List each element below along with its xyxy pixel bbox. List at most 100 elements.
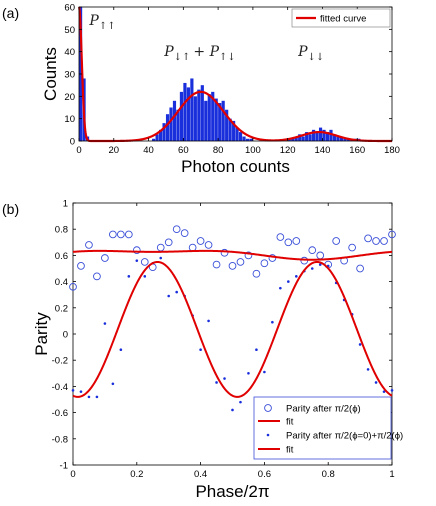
histogram-bar xyxy=(291,138,295,141)
parity-plot: 0 0.2 0.4 0.6 0.8 1 -1 -0.8 -0.6 -0.4 -0.2 0 0.2 0.4 0… xyxy=(32,199,403,502)
histogram-bar xyxy=(315,132,319,141)
circle-point xyxy=(308,246,317,255)
circle-point xyxy=(101,254,109,262)
histogram-bar xyxy=(308,134,312,141)
dot-point xyxy=(279,286,282,290)
circle-point xyxy=(132,246,141,255)
y-tick-label: 0 xyxy=(70,137,75,148)
annotation-subscript-extra: ↑↓ xyxy=(219,52,236,63)
x-tick-label: 0.2 xyxy=(130,469,143,480)
fit-line-single xyxy=(72,249,393,261)
y-tick-label: 50 xyxy=(64,25,75,36)
dot-point xyxy=(287,280,290,283)
dot-point xyxy=(175,290,178,294)
legend-label: Parity after π/2(ϕ) xyxy=(286,404,361,415)
circle-point xyxy=(93,272,101,281)
y-tick-label: -0.2 xyxy=(52,356,68,367)
histogram-bar xyxy=(336,136,340,141)
histogram-bar xyxy=(204,100,208,141)
circle-point xyxy=(228,262,237,270)
circle-point xyxy=(124,230,133,239)
x-tick-label: 40 xyxy=(143,145,154,156)
legend: fitted curve xyxy=(291,8,391,28)
x-tick-label: 20 xyxy=(108,145,119,156)
dot-point xyxy=(143,275,147,278)
annotation-symbol: P xyxy=(88,13,99,29)
peak-annotation: P↓↑ + P↑↓ xyxy=(163,44,236,63)
histogram-bar xyxy=(228,118,232,141)
dot-point xyxy=(199,348,202,352)
circle-point xyxy=(236,258,245,266)
legend-box xyxy=(291,8,391,28)
dot-point xyxy=(374,381,378,384)
x-axis-label: Phase/2π xyxy=(195,482,269,501)
dot-point xyxy=(271,320,274,324)
circle-point xyxy=(69,282,77,291)
x-tick-label: 160 xyxy=(349,145,365,156)
circle-point xyxy=(85,241,93,249)
circle-point xyxy=(109,230,117,239)
peak-annotation: P↓↓ xyxy=(297,44,324,63)
y-tick-label: 0.8 xyxy=(55,225,68,236)
x-tick-label: 0 xyxy=(70,469,75,480)
y-tick-label: 0.4 xyxy=(55,277,68,288)
dot-point xyxy=(310,267,314,270)
histogram-bar xyxy=(305,132,309,141)
histogram-bar xyxy=(214,98,218,141)
circle-point xyxy=(292,237,301,245)
panel-a-label: (a) xyxy=(2,5,19,21)
dot-point xyxy=(247,372,250,375)
dot-point xyxy=(71,389,75,392)
circle-point xyxy=(156,243,165,252)
legend: Parity after π/2(ϕ) fit Parity after π/2(ϕ… xyxy=(253,396,403,460)
dot-point xyxy=(215,381,218,384)
dot-point xyxy=(295,275,298,278)
dot-point xyxy=(223,377,226,380)
histogram-bar xyxy=(238,132,243,141)
histogram-bar xyxy=(242,136,246,141)
annotation-subscript: ↓↑ xyxy=(174,52,191,63)
dot-point xyxy=(239,400,242,404)
circle-point xyxy=(356,264,364,273)
x-tick-label: 0.4 xyxy=(194,469,207,480)
histogram-bar xyxy=(186,87,190,141)
circle-point xyxy=(388,230,396,239)
dot-point xyxy=(231,408,234,412)
x-tick-label: 0.8 xyxy=(322,469,335,480)
circle-point xyxy=(244,251,253,260)
legend-label: fit xyxy=(286,445,294,456)
y-tick-label: 0.6 xyxy=(55,251,68,262)
histogram-bar xyxy=(232,120,236,141)
legend-label-fitted-curve: fitted curve xyxy=(320,14,366,25)
circle-point xyxy=(260,259,269,268)
annotation-symbol: P xyxy=(297,44,308,60)
histogram-bar xyxy=(312,129,316,141)
y-tick-label: -0.6 xyxy=(52,408,68,419)
histogram-bar xyxy=(193,96,197,141)
annotation-symbol: P xyxy=(163,44,174,60)
y-axis-label: Counts xyxy=(41,47,60,101)
histogram-bar xyxy=(165,114,170,141)
annotation-subscript: ↑↑ xyxy=(99,21,116,32)
y-tick-label: 30 xyxy=(64,70,75,81)
histogram-bar xyxy=(332,134,337,141)
circle-point xyxy=(332,237,341,245)
dot-point xyxy=(382,390,386,393)
histogram-bars xyxy=(79,7,361,141)
histogram-plot: 0 20 40 60 80 100 120 140 160 1800102030405060Pho… xyxy=(41,3,400,177)
y-tick-label: 60 xyxy=(64,3,75,14)
histogram-bar xyxy=(322,129,326,141)
histogram-bar xyxy=(329,129,333,141)
dot-point xyxy=(135,259,139,262)
peak-annotation: P↑↑ xyxy=(88,13,115,32)
histogram-bar xyxy=(200,85,204,141)
histogram-bar xyxy=(152,138,156,141)
histogram-bar xyxy=(343,138,347,141)
circle-point xyxy=(204,241,213,249)
x-tick-label: 0 xyxy=(76,145,81,156)
histogram-bar xyxy=(235,127,239,141)
x-tick-label: 180 xyxy=(384,145,400,156)
dot-point xyxy=(127,275,131,278)
histogram-bar xyxy=(225,109,229,141)
